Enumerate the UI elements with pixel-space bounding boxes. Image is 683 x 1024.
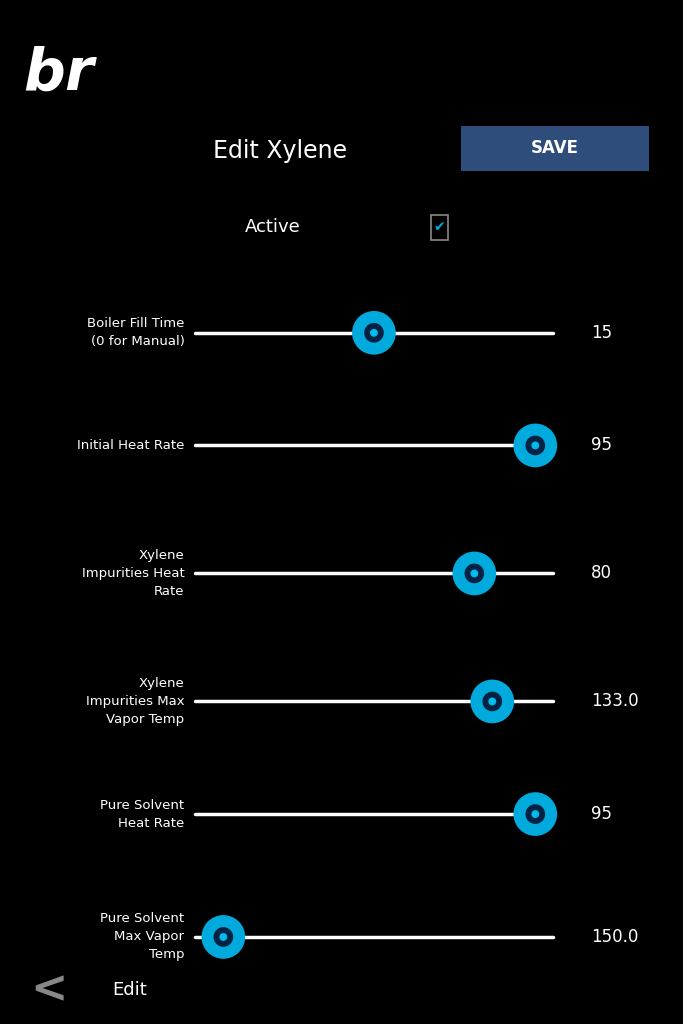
Ellipse shape — [525, 435, 545, 456]
Text: 95: 95 — [591, 436, 612, 455]
Ellipse shape — [488, 697, 497, 706]
Ellipse shape — [482, 691, 502, 712]
Ellipse shape — [364, 323, 384, 343]
Text: Xylene
Impurities Heat
Rate: Xylene Impurities Heat Rate — [82, 549, 184, 598]
Ellipse shape — [514, 424, 557, 467]
Ellipse shape — [531, 810, 540, 818]
Text: ✔: ✔ — [433, 220, 445, 234]
Ellipse shape — [471, 569, 478, 578]
Text: r: r — [64, 45, 93, 102]
Text: Initial Heat Rate: Initial Heat Rate — [77, 439, 184, 452]
Text: b: b — [23, 45, 66, 102]
Ellipse shape — [471, 680, 514, 723]
Text: Pure Solvent
Max Vapor
Temp: Pure Solvent Max Vapor Temp — [100, 912, 184, 962]
FancyBboxPatch shape — [461, 126, 649, 171]
Text: 95: 95 — [591, 805, 612, 823]
Text: SAVE: SAVE — [531, 139, 579, 158]
Text: Edit: Edit — [113, 981, 147, 999]
Ellipse shape — [453, 552, 497, 595]
Text: Pure Solvent
Heat Rate: Pure Solvent Heat Rate — [100, 799, 184, 829]
Text: 15: 15 — [591, 324, 612, 342]
Ellipse shape — [214, 927, 233, 947]
Ellipse shape — [464, 563, 484, 584]
Text: <: < — [31, 969, 68, 1012]
Ellipse shape — [219, 933, 227, 941]
Ellipse shape — [531, 441, 540, 450]
Ellipse shape — [525, 804, 545, 824]
Text: Xylene
Impurities Max
Vapor Temp: Xylene Impurities Max Vapor Temp — [86, 677, 184, 726]
Text: Boiler Fill Time
(0 for Manual): Boiler Fill Time (0 for Manual) — [87, 317, 184, 348]
Ellipse shape — [514, 793, 557, 836]
Text: Edit Xylene: Edit Xylene — [213, 138, 347, 163]
Text: 150.0: 150.0 — [591, 928, 638, 946]
Ellipse shape — [370, 329, 378, 337]
Text: 133.0: 133.0 — [591, 692, 639, 711]
Ellipse shape — [201, 915, 245, 958]
Ellipse shape — [352, 311, 396, 354]
Text: Active: Active — [245, 218, 301, 237]
Text: 80: 80 — [591, 564, 612, 583]
